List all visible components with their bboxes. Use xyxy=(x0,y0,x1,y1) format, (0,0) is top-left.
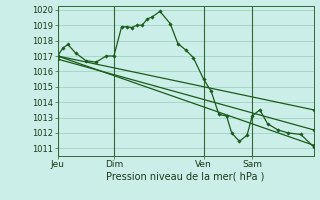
X-axis label: Pression niveau de la mer( hPa ): Pression niveau de la mer( hPa ) xyxy=(107,172,265,182)
